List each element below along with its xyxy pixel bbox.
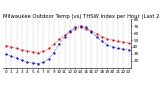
- Text: Milwaukee Outdoor Temp (vs) THSW Index per Hour (Last 24 Hours): Milwaukee Outdoor Temp (vs) THSW Index p…: [3, 14, 160, 19]
